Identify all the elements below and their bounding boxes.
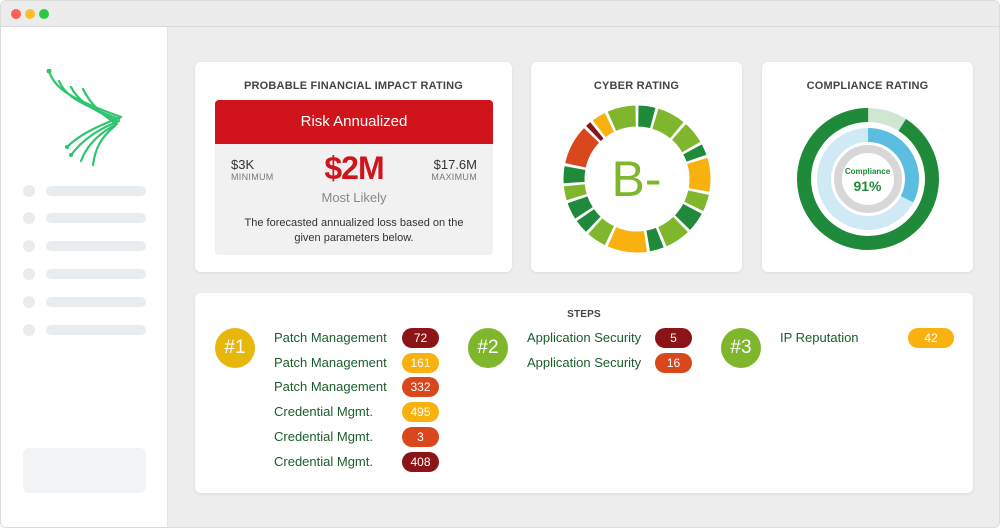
nav-bullet <box>23 268 35 280</box>
cyber-ring-segment <box>682 189 710 213</box>
step-item-count: 16 <box>655 353 692 373</box>
cyber-ring-segment <box>682 143 708 163</box>
sidebar-bottom-button[interactable] <box>23 448 146 493</box>
nav-placeholder-label <box>46 186 146 196</box>
step-item-label[interactable]: Application Security <box>527 330 642 345</box>
close-window-button[interactable] <box>11 9 21 19</box>
minimum-label: MINIMUM <box>231 172 274 182</box>
sidebar <box>1 27 168 527</box>
step-item-label[interactable]: Credential Mgmt. <box>274 429 373 444</box>
compliance-center <box>834 145 902 213</box>
step-item-count: 332 <box>402 377 439 397</box>
compliance-value: 91% <box>853 178 882 194</box>
cyber-ring-segment <box>606 225 649 254</box>
cyber-ring-segment <box>670 122 702 154</box>
cyber-ring-segment <box>673 202 704 232</box>
step-2-badge: #2 <box>468 328 508 368</box>
sidebar-item-1[interactable] <box>23 184 147 198</box>
forecast-description: The forecasted annualized loss based on … <box>244 217 464 244</box>
nav-placeholder-label <box>46 269 146 279</box>
cyber-ring-segment <box>591 111 616 139</box>
compliance-ring <box>797 108 939 250</box>
compliance-label: Compliance <box>844 167 891 176</box>
steps-title: STEPS <box>567 309 601 320</box>
nav-bullet <box>23 324 35 336</box>
cyber-rating-ring <box>562 104 712 254</box>
cyber-ring-segment <box>586 216 616 247</box>
maximum-value: $17.6M <box>433 157 477 172</box>
step-item-label[interactable]: Patch Management <box>274 379 387 394</box>
compliance-rating-card: COMPLIANCE RATING Compliance 91% <box>762 62 973 272</box>
maximum-label: MAXIMUM <box>431 172 477 182</box>
financial-impact-card: PROBABLE FINANCIAL IMPACT RATING Risk An… <box>195 62 512 272</box>
nav-bullet <box>23 212 35 224</box>
step-item-label[interactable]: Credential Mgmt. <box>274 454 373 469</box>
cyber-ring-segment <box>606 104 637 133</box>
title-bar <box>1 1 999 27</box>
step-item-label[interactable]: IP Reputation <box>780 330 859 345</box>
most-likely-value: $2M <box>324 150 384 186</box>
step-item-count: 42 <box>908 328 954 348</box>
most-likely-label: Most Likely <box>321 190 387 205</box>
step-item-label[interactable]: Application Security <box>527 355 642 370</box>
cyber-ring-segment <box>645 226 666 253</box>
cyber-ring-segment <box>562 183 588 202</box>
step-item-label[interactable]: Patch Management <box>274 355 387 370</box>
step-item-count: 5 <box>655 328 692 348</box>
step-item-label[interactable]: Credential Mgmt. <box>274 404 373 419</box>
cyber-ring-segment <box>584 120 605 143</box>
minimize-window-button[interactable] <box>25 9 35 19</box>
nav-placeholder-label <box>46 213 146 223</box>
cyber-ring-segment <box>686 156 712 194</box>
steps-card: STEPS #1 Patch Management 72 Patch Manag… <box>195 293 973 493</box>
maximize-window-button[interactable] <box>39 9 49 19</box>
sidebar-item-5[interactable] <box>23 295 147 309</box>
step-item-count: 408 <box>402 452 439 472</box>
cyber-grade: B- <box>611 151 662 207</box>
sidebar-item-6[interactable] <box>23 323 147 337</box>
cyber-ring-segment <box>656 215 690 248</box>
cyber-ring-segment <box>575 207 602 234</box>
cyber-rating-card: CYBER RATING B- <box>531 62 742 272</box>
step-item-count: 161 <box>402 353 439 373</box>
risk-annualized-panel: Risk Annualized $3K MINIMUM $2M Most Lik… <box>215 100 493 255</box>
nav-bullet <box>23 296 35 308</box>
nav-placeholder-label <box>46 241 146 251</box>
sidebar-item-3[interactable] <box>23 239 147 253</box>
sidebar-item-4[interactable] <box>23 267 147 281</box>
brand-logo-icon[interactable] <box>41 69 125 169</box>
step-1-badge: #1 <box>215 328 255 368</box>
sidebar-item-2[interactable] <box>23 211 147 225</box>
compliance-rating-title: COMPLIANCE RATING <box>806 80 929 92</box>
cyber-ring-segment <box>562 164 587 185</box>
cyber-ring-segment <box>566 195 595 220</box>
step-item-count: 495 <box>402 402 439 422</box>
financial-impact-title: PROBABLE FINANCIAL IMPACT RATING <box>243 80 464 92</box>
compliance-inner-arc <box>817 128 919 230</box>
nav-bullet <box>23 185 35 197</box>
cyber-rating-title: CYBER RATING <box>593 80 680 92</box>
nav-placeholder-label <box>46 325 146 335</box>
step-item-count: 72 <box>402 328 439 348</box>
risk-annualized-header: Risk Annualized <box>215 100 493 144</box>
nav-placeholder-label <box>46 297 146 307</box>
cyber-ring-segment <box>651 107 685 140</box>
step-item-label[interactable]: Patch Management <box>274 330 387 345</box>
step-item-count: 3 <box>402 427 439 447</box>
step-3-badge: #3 <box>721 328 761 368</box>
cyber-ring-segment <box>564 126 601 169</box>
cyber-ring-segment <box>637 104 657 130</box>
minimum-value: $3K <box>231 157 255 172</box>
nav-bullet <box>23 240 35 252</box>
